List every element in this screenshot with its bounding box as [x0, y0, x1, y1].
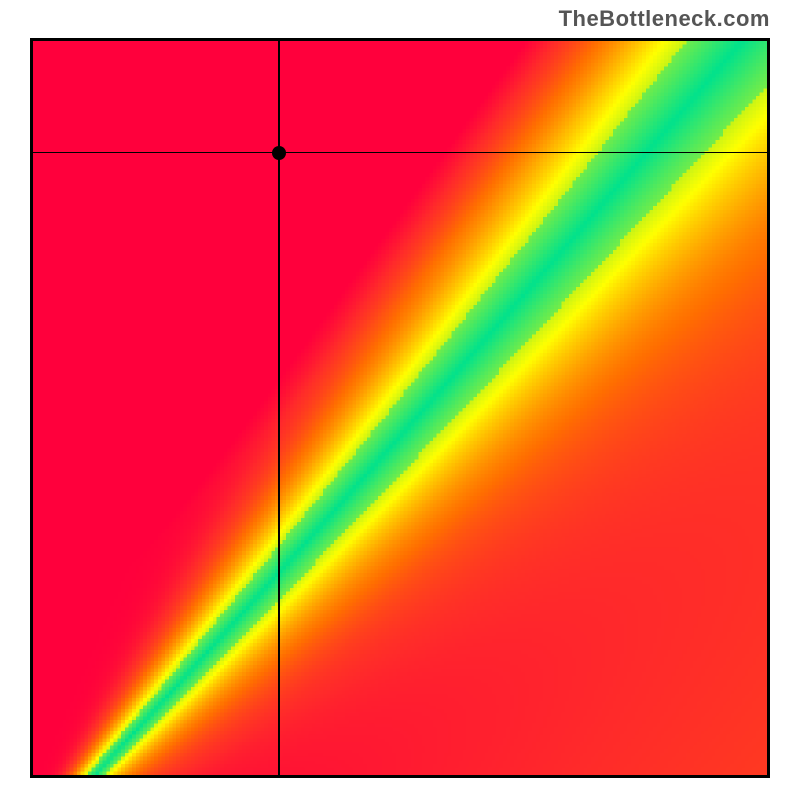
watermark-text: TheBottleneck.com — [559, 6, 770, 32]
heatmap-canvas — [33, 41, 767, 775]
heatmap-plot — [30, 38, 770, 778]
